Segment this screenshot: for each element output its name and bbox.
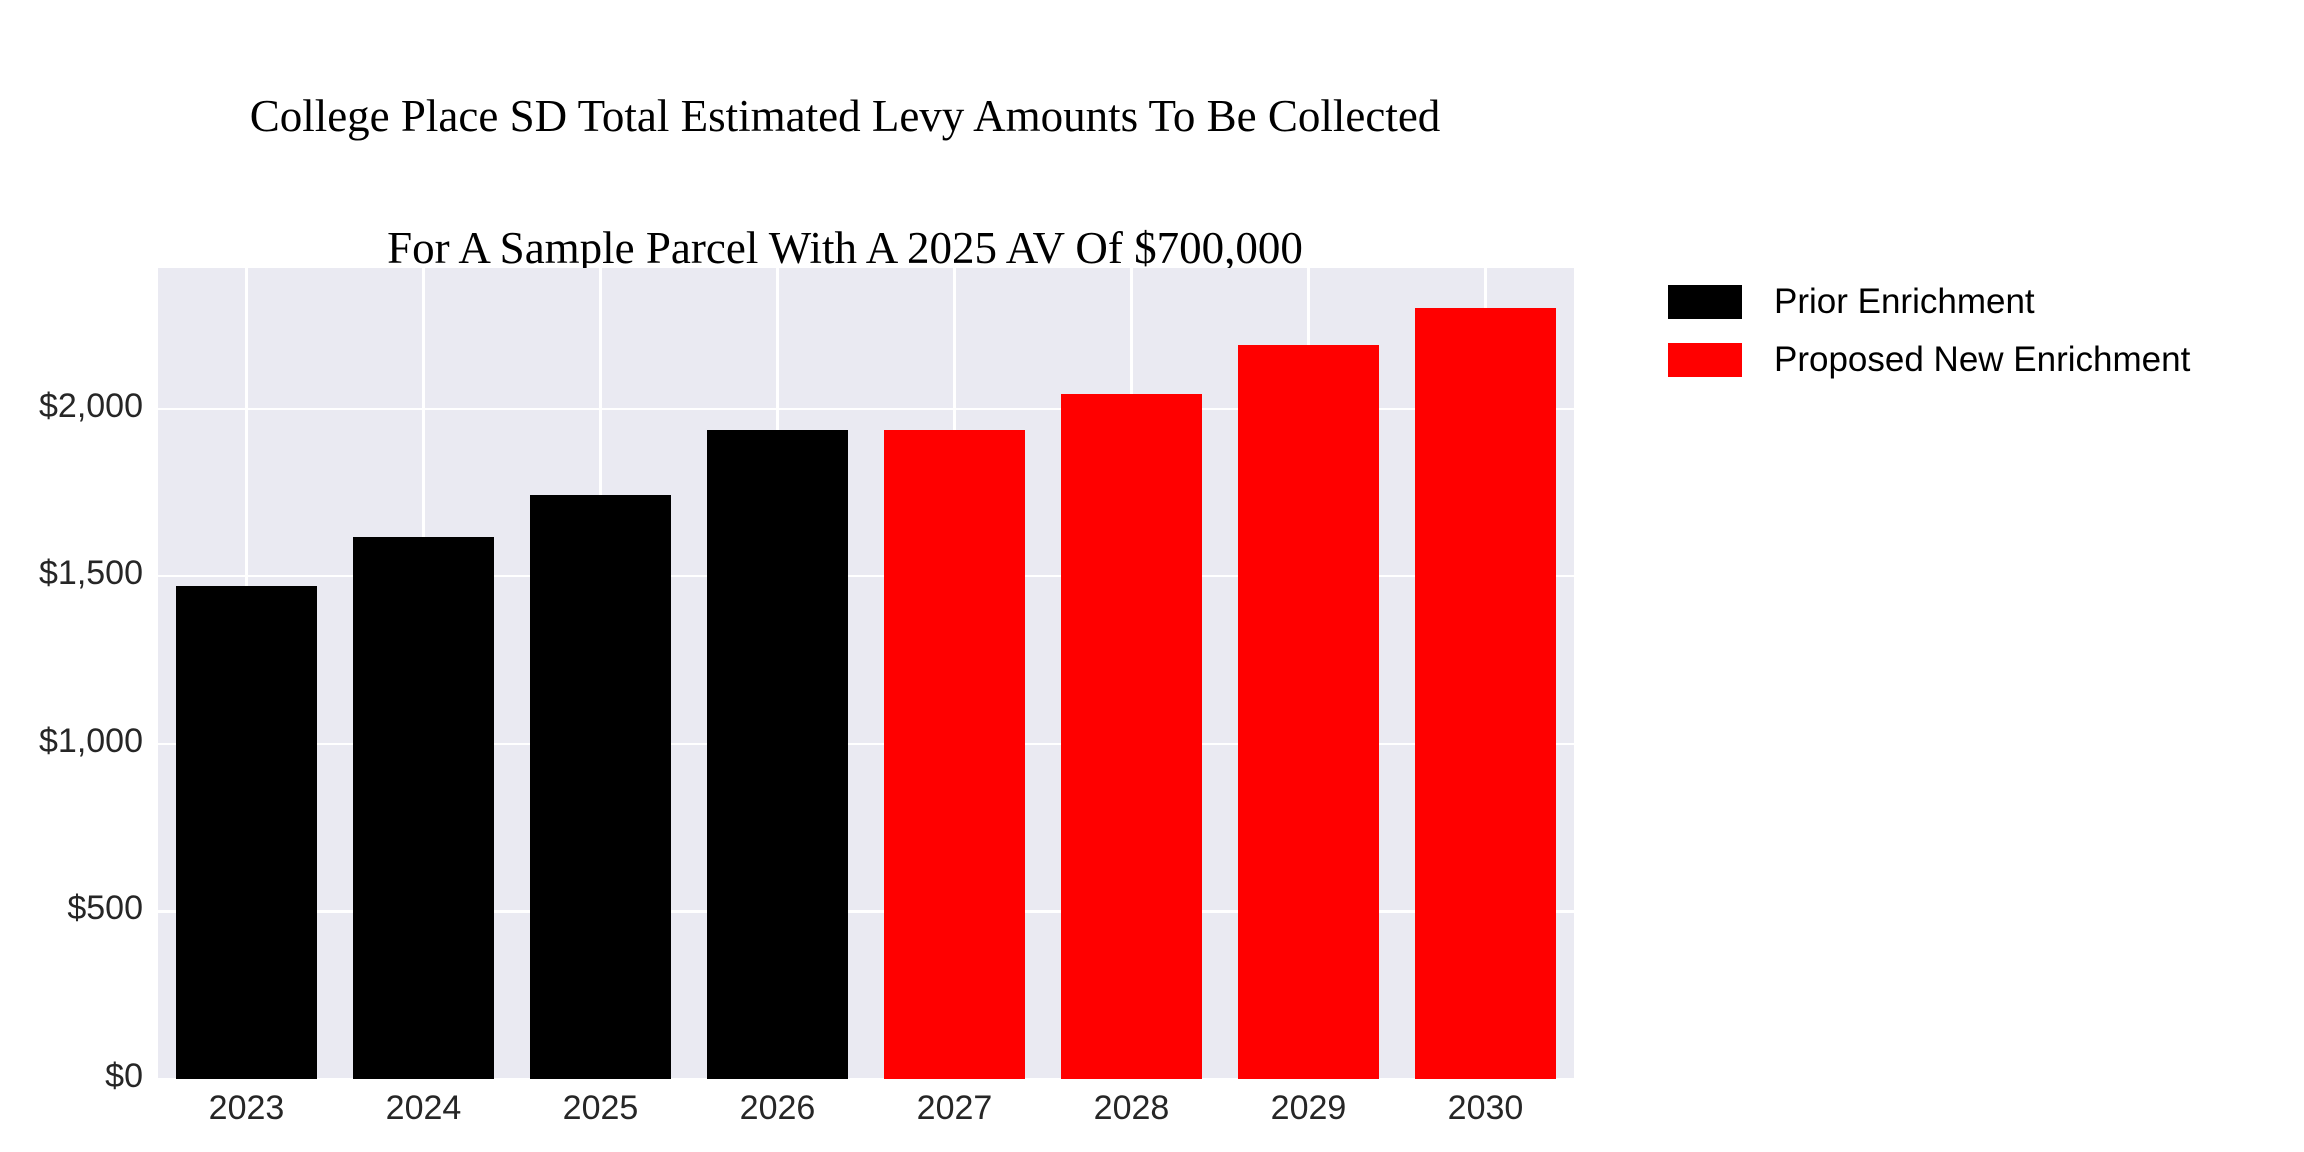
- legend-swatch-icon-0: [1668, 285, 1742, 319]
- plot-area: [158, 268, 1574, 1081]
- chart-title-line-2: For A Sample Parcel With A 2025 AV Of $7…: [387, 223, 1303, 273]
- legend-label-1: Proposed New Enrichment: [1774, 340, 2191, 379]
- y-tick-label-2: $1,000: [39, 721, 143, 760]
- bar-2026[interactable]: [706, 429, 849, 1079]
- bar-2024[interactable]: [352, 536, 495, 1079]
- x-tick-label-2023: 2023: [208, 1089, 285, 1127]
- gridline-y-0: [158, 1077, 1574, 1081]
- x-tick-label-2029: 2029: [1270, 1089, 1347, 1127]
- bar-2027[interactable]: [883, 429, 1026, 1079]
- gridline-y-2: [158, 742, 1574, 745]
- bar-2025[interactable]: [529, 494, 672, 1079]
- y-tick-label-0: $0: [105, 1057, 143, 1095]
- x-tick-label-2028: 2028: [1093, 1089, 1170, 1127]
- x-tick-label-2030: 2030: [1447, 1089, 1524, 1127]
- y-tick-label-3: $1,500: [39, 554, 143, 593]
- bar-2023[interactable]: [175, 585, 318, 1079]
- x-tick-label-2026: 2026: [739, 1089, 816, 1127]
- y-tick-label-1: $500: [67, 889, 143, 928]
- legend-swatch-icon-1: [1668, 343, 1742, 377]
- y-tick-label-4: $2,000: [39, 386, 143, 425]
- legend-item-0[interactable]: Prior Enrichment: [1668, 276, 2268, 328]
- legend-label-0: Prior Enrichment: [1774, 282, 2035, 321]
- gridline-y-4: [158, 407, 1574, 410]
- gridline-y-1: [158, 910, 1574, 913]
- bar-2029[interactable]: [1237, 344, 1380, 1079]
- x-tick-label-2027: 2027: [916, 1089, 993, 1127]
- chart-title-line-1: College Place SD Total Estimated Levy Am…: [249, 91, 1441, 141]
- bar-2028[interactable]: [1060, 393, 1203, 1079]
- gridline-y-3: [158, 575, 1574, 578]
- x-tick-label-2025: 2025: [562, 1089, 639, 1127]
- x-tick-label-2024: 2024: [385, 1089, 462, 1127]
- legend-item-1[interactable]: Proposed New Enrichment: [1668, 334, 2268, 386]
- chart-legend: Prior Enrichment Proposed New Enrichment: [1668, 276, 2268, 392]
- bar-2030[interactable]: [1414, 307, 1557, 1079]
